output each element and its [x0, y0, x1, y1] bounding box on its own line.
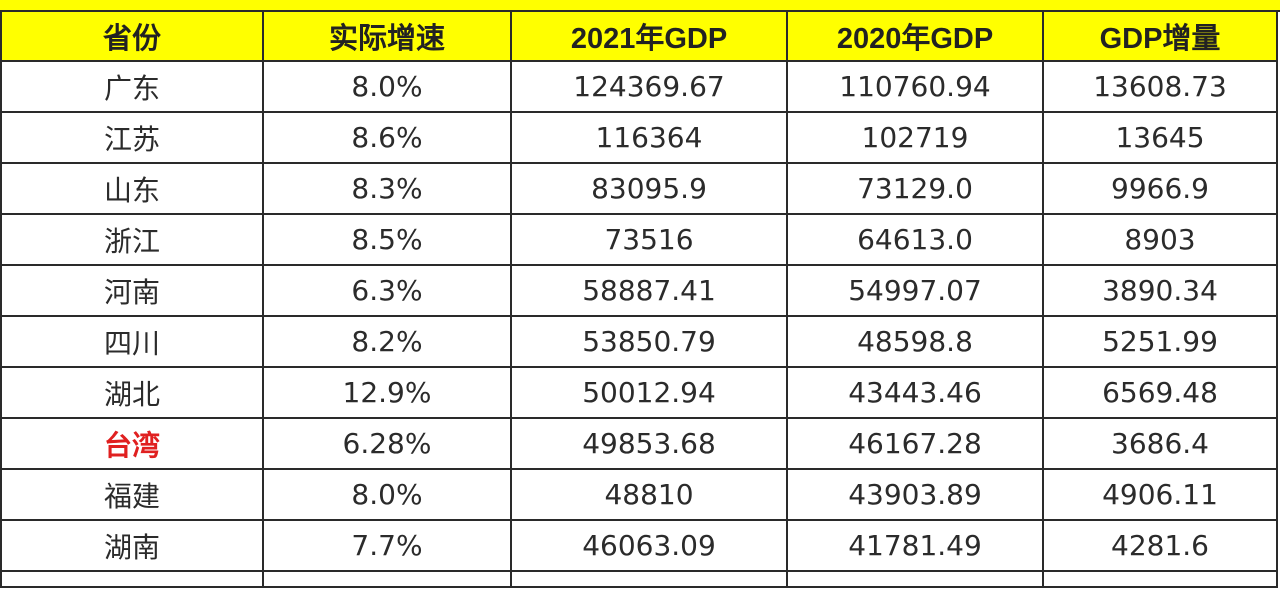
gdp-2021-cell: 73516 [510, 213, 788, 266]
gdp-increase-cell: 4906.11 [1042, 468, 1278, 521]
growth-cell: 8.3% [262, 162, 512, 215]
gdp-2021-cell: 50012.94 [510, 366, 788, 419]
gdp-2020-cell: 46167.28 [786, 417, 1044, 470]
gdp-2021-cell: 49853.68 [510, 417, 788, 470]
growth-cell: 6.28% [262, 417, 512, 470]
empty-cell [0, 570, 264, 588]
table-row: 台湾 6.28% 49853.68 46167.28 3686.4 [0, 417, 1278, 470]
gdp-2020-cell: 102719 [786, 111, 1044, 164]
table-row: 河南 6.3% 58887.41 54997.07 3890.34 [0, 264, 1278, 317]
gdp-2020-cell: 41781.49 [786, 519, 1044, 572]
header-growth: 实际增速 [262, 10, 512, 62]
gdp-table: 省份 实际增速 2021年GDP 2020年GDP GDP增量 广东 8.0% 12… [0, 10, 1278, 588]
gdp-increase-cell: 13608.73 [1042, 60, 1278, 113]
gdp-2020-cell: 64613.0 [786, 213, 1044, 266]
growth-cell: 8.6% [262, 111, 512, 164]
gdp-2021-cell: 83095.9 [510, 162, 788, 215]
table-row: 山东 8.3% 83095.9 73129.0 9966.9 [0, 162, 1278, 215]
table-row: 江苏 8.6% 116364 102719 13645 [0, 111, 1278, 164]
province-cell: 广东 [0, 60, 264, 113]
gdp-increase-cell: 3890.34 [1042, 264, 1278, 317]
growth-cell: 6.3% [262, 264, 512, 317]
province-cell: 山东 [0, 162, 264, 215]
growth-cell: 8.5% [262, 213, 512, 266]
table-row: 四川 8.2% 53850.79 48598.8 5251.99 [0, 315, 1278, 368]
gdp-2020-cell: 48598.8 [786, 315, 1044, 368]
table-row-partial [0, 570, 1278, 588]
province-cell: 江苏 [0, 111, 264, 164]
gdp-increase-cell: 4281.6 [1042, 519, 1278, 572]
province-cell: 湖北 [0, 366, 264, 419]
gdp-increase-cell: 6569.48 [1042, 366, 1278, 419]
gdp-2020-cell: 43903.89 [786, 468, 1044, 521]
province-cell: 福建 [0, 468, 264, 521]
gdp-2021-cell: 58887.41 [510, 264, 788, 317]
gdp-2020-cell: 73129.0 [786, 162, 1044, 215]
header-gdp-2021: 2021年GDP [510, 10, 788, 62]
province-cell: 四川 [0, 315, 264, 368]
gdp-increase-cell: 13645 [1042, 111, 1278, 164]
gdp-2020-cell: 43443.46 [786, 366, 1044, 419]
empty-cell [262, 570, 512, 588]
table-row: 广东 8.0% 124369.67 110760.94 13608.73 [0, 60, 1278, 113]
growth-cell: 7.7% [262, 519, 512, 572]
gdp-increase-cell: 5251.99 [1042, 315, 1278, 368]
province-cell: 湖南 [0, 519, 264, 572]
gdp-increase-cell: 9966.9 [1042, 162, 1278, 215]
header-row: 省份 实际增速 2021年GDP 2020年GDP GDP增量 [0, 10, 1278, 62]
header-gdp-2020: 2020年GDP [786, 10, 1044, 62]
gdp-2020-cell: 110760.94 [786, 60, 1044, 113]
table-row: 湖北 12.9% 50012.94 43443.46 6569.48 [0, 366, 1278, 419]
gdp-2021-cell: 46063.09 [510, 519, 788, 572]
empty-cell [1042, 570, 1278, 588]
growth-cell: 8.0% [262, 468, 512, 521]
table-row: 浙江 8.5% 73516 64613.0 8903 [0, 213, 1278, 266]
gdp-2021-cell: 53850.79 [510, 315, 788, 368]
province-cell: 浙江 [0, 213, 264, 266]
gdp-increase-cell: 3686.4 [1042, 417, 1278, 470]
header-gdp-increase: GDP增量 [1042, 10, 1278, 62]
empty-cell [786, 570, 1044, 588]
gdp-increase-cell: 8903 [1042, 213, 1278, 266]
growth-cell: 12.9% [262, 366, 512, 419]
gdp-2021-cell: 48810 [510, 468, 788, 521]
gdp-2021-cell: 124369.67 [510, 60, 788, 113]
growth-cell: 8.0% [262, 60, 512, 113]
empty-cell [510, 570, 788, 588]
table-row: 福建 8.0% 48810 43903.89 4906.11 [0, 468, 1278, 521]
header-province: 省份 [0, 10, 264, 62]
gdp-2021-cell: 116364 [510, 111, 788, 164]
growth-cell: 8.2% [262, 315, 512, 368]
table-row: 湖南 7.7% 46063.09 41781.49 4281.6 [0, 519, 1278, 572]
province-cell: 台湾 [0, 417, 264, 470]
gdp-2020-cell: 54997.07 [786, 264, 1044, 317]
province-cell: 河南 [0, 264, 264, 317]
